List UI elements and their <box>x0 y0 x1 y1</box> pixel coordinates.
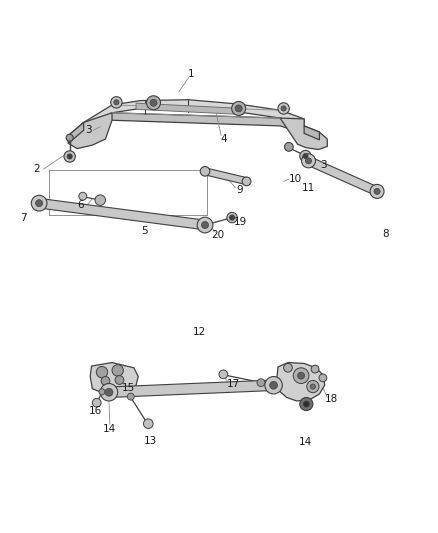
Polygon shape <box>39 198 206 230</box>
Text: 14: 14 <box>102 424 116 434</box>
Circle shape <box>92 398 101 407</box>
Circle shape <box>370 184 384 198</box>
Circle shape <box>150 99 157 106</box>
Circle shape <box>303 154 308 159</box>
Circle shape <box>301 154 315 168</box>
Text: 14: 14 <box>299 437 312 447</box>
Polygon shape <box>68 113 112 149</box>
Text: 1: 1 <box>188 69 194 79</box>
Circle shape <box>96 367 108 378</box>
Circle shape <box>303 401 309 407</box>
Circle shape <box>305 158 311 164</box>
Polygon shape <box>90 362 138 394</box>
Circle shape <box>147 96 160 110</box>
Circle shape <box>374 188 380 195</box>
Circle shape <box>219 370 228 379</box>
Circle shape <box>227 212 237 223</box>
Circle shape <box>235 105 242 112</box>
Polygon shape <box>84 113 304 138</box>
Text: 17: 17 <box>226 379 240 390</box>
Circle shape <box>201 222 208 229</box>
Text: 20: 20 <box>212 230 225 240</box>
Text: 11: 11 <box>301 183 314 193</box>
Text: 10: 10 <box>289 174 302 184</box>
Circle shape <box>310 384 315 389</box>
Circle shape <box>281 106 286 111</box>
Circle shape <box>112 365 124 376</box>
Polygon shape <box>304 126 319 140</box>
Text: 16: 16 <box>89 406 102 416</box>
Circle shape <box>127 393 134 400</box>
Circle shape <box>101 376 110 385</box>
Circle shape <box>285 142 293 151</box>
Text: 9: 9 <box>237 185 243 195</box>
Polygon shape <box>109 380 274 398</box>
Circle shape <box>257 379 265 386</box>
Circle shape <box>197 217 213 233</box>
Circle shape <box>67 154 72 159</box>
Circle shape <box>311 365 319 373</box>
Text: 18: 18 <box>325 394 338 404</box>
Polygon shape <box>204 168 248 185</box>
Circle shape <box>297 372 304 379</box>
Circle shape <box>114 100 119 105</box>
Text: 7: 7 <box>20 213 27 223</box>
Circle shape <box>111 96 122 108</box>
Circle shape <box>115 376 124 384</box>
Circle shape <box>79 192 87 200</box>
Circle shape <box>300 398 313 410</box>
Circle shape <box>230 215 234 220</box>
Circle shape <box>144 419 153 429</box>
Polygon shape <box>280 118 327 149</box>
Circle shape <box>99 389 105 395</box>
Circle shape <box>105 389 113 396</box>
Text: 8: 8 <box>382 229 389 239</box>
Polygon shape <box>68 123 84 143</box>
Circle shape <box>278 103 289 114</box>
Circle shape <box>66 134 73 141</box>
Circle shape <box>100 384 118 401</box>
Text: 19: 19 <box>234 217 247 227</box>
Circle shape <box>307 381 319 393</box>
Circle shape <box>35 200 42 207</box>
Text: 3: 3 <box>85 125 92 135</box>
Circle shape <box>293 368 309 384</box>
Circle shape <box>319 374 327 382</box>
Circle shape <box>270 381 278 389</box>
Polygon shape <box>136 103 243 115</box>
Text: 3: 3 <box>321 160 327 170</box>
Circle shape <box>200 166 210 176</box>
Circle shape <box>284 364 292 372</box>
Circle shape <box>31 195 47 211</box>
Circle shape <box>95 195 106 205</box>
Circle shape <box>64 151 75 162</box>
Text: 6: 6 <box>77 200 84 211</box>
Polygon shape <box>307 157 379 196</box>
Text: 5: 5 <box>141 225 148 236</box>
Text: 13: 13 <box>143 436 157 446</box>
Text: 4: 4 <box>220 134 227 144</box>
Text: 12: 12 <box>193 327 206 337</box>
Circle shape <box>242 177 251 185</box>
Text: 2: 2 <box>33 164 40 174</box>
Text: 15: 15 <box>122 383 135 393</box>
Circle shape <box>265 376 283 394</box>
Circle shape <box>232 101 246 116</box>
Polygon shape <box>84 100 304 130</box>
Circle shape <box>300 150 311 161</box>
Polygon shape <box>277 362 325 401</box>
